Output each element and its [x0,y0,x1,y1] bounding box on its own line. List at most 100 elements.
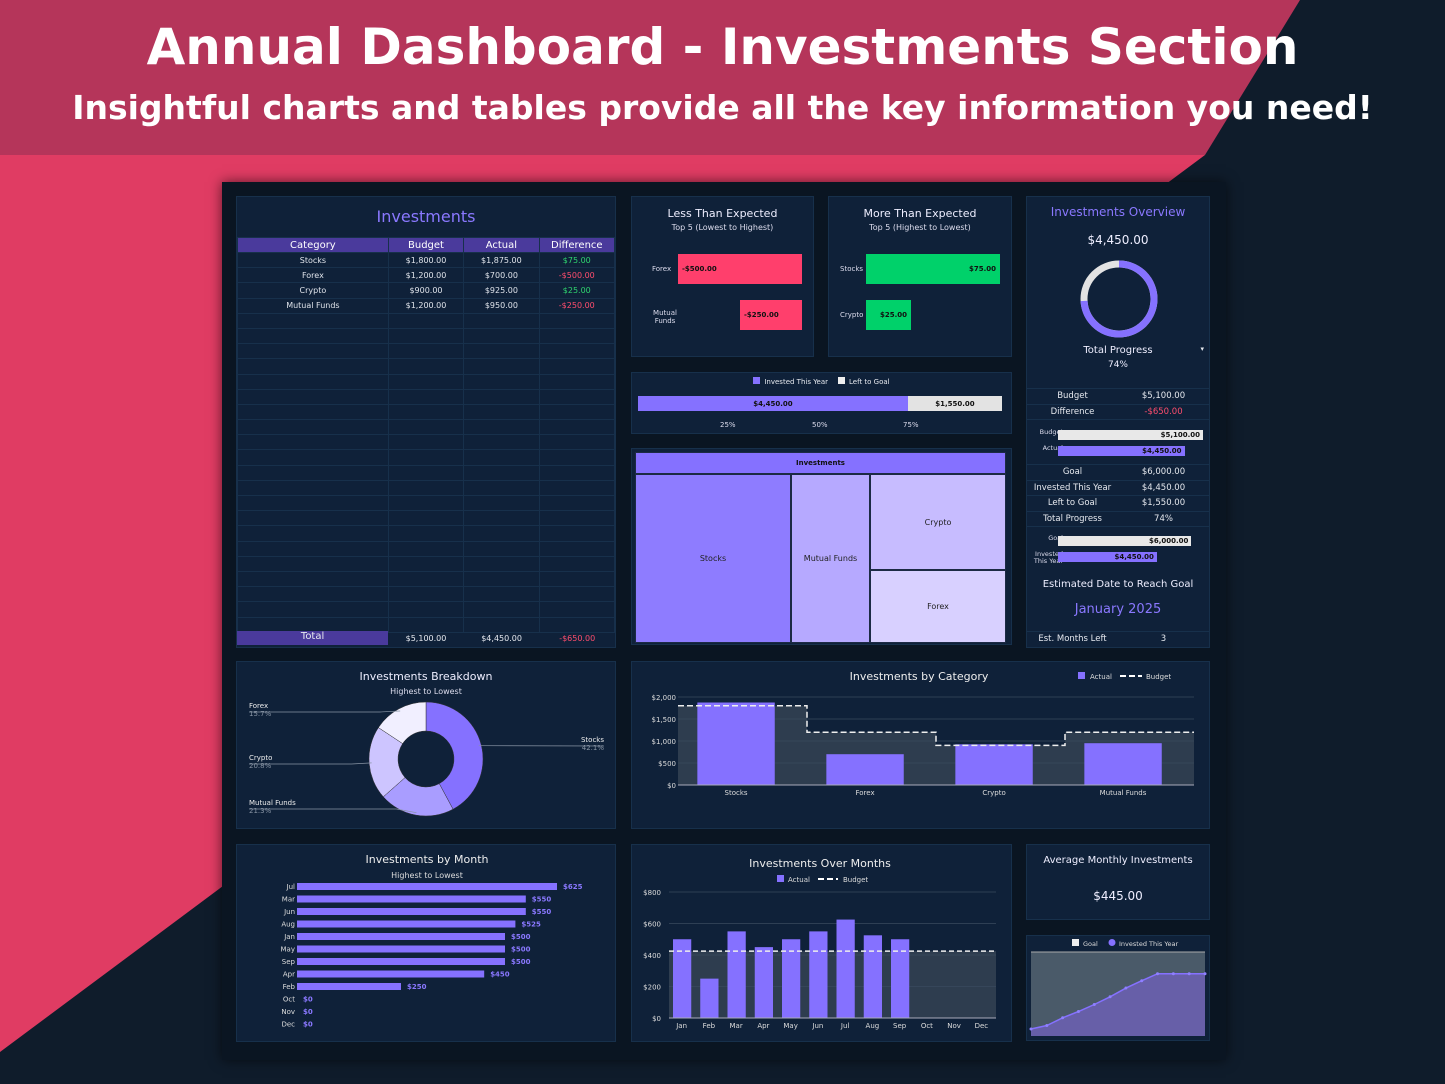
month-value-label: $525 [521,921,541,929]
empty-cell [237,388,389,405]
banner-title: Annual Dashboard - Investments Section [146,18,1299,76]
x-tick-label: Dec [975,1022,989,1030]
bar-mutual-funds [1084,743,1162,785]
empty-cell [538,464,616,481]
empty-row [237,616,616,633]
avg-monthly-panel: Average Monthly Investments $445.00 [1026,844,1210,920]
treemap-mutual-funds[interactable]: Mutual Funds [791,474,870,643]
empty-cell [463,601,540,618]
table-row: Stocks $1,800.00 $1,875.00 $75.00 [237,251,616,269]
month-bar [673,939,692,1018]
empty-cell [237,327,389,345]
by-month-panel: Investments by Month Highest to Lowest Jul… [236,844,616,1042]
less-bar-0: -$500.00 [678,254,802,284]
empty-cell [237,586,389,603]
col-actual: Actual [463,237,540,253]
less-label-1: Mutual Funds [653,309,677,325]
overview-title: Investments Overview [1050,205,1186,219]
table-row: Forex $1,200.00 $700.00 -$500.00 [237,267,616,284]
y-tick-label: $400 [643,952,661,960]
overview-panel: Investments Overview $4,450.00 Total Pro… [1026,196,1210,648]
overview-row-label: Budget [1057,391,1088,402]
empty-cell [237,616,389,633]
empty-cell [538,616,616,633]
empty-cell [387,616,465,633]
empty-cell [463,358,540,375]
empty-row [237,570,616,588]
less-title: Less Than Expected [667,207,778,220]
empty-row [237,419,616,436]
empty-cell [538,601,616,618]
col-budget: Budget [387,237,465,253]
empty-row [237,601,616,618]
empty-cell [463,540,540,557]
pie-slice-forex [378,701,427,744]
month-bar [727,931,746,1018]
cell-difference: -$500.00 [538,267,616,284]
empty-row [237,388,616,405]
month-value-label: $0 [303,996,313,1004]
pie-percent: 21.3% [249,807,272,815]
month-label: Jul [286,883,296,891]
empty-cell [237,525,389,542]
overview-bar-label: Actual [1042,444,1063,452]
cell-category: Crypto [237,282,389,299]
pie-percent: 42.1% [582,744,605,752]
overview-bar: $5,100.00 [1058,430,1203,440]
table-row: Crypto $900.00 $925.00 $25.00 [237,282,616,299]
empty-cell [237,434,389,451]
overview-row: Goal $6,000.00 [1027,465,1209,481]
dashboard: Investments Category Budget Actual Diffe… [222,182,1226,1060]
empty-cell [237,419,389,436]
pie-label: Forex [249,702,268,710]
legend-goal-swatch [1072,939,1079,946]
x-tick-label: Jun [811,1022,823,1030]
total-difference: -$650.00 [559,633,596,643]
table-total-row: Total $5,100.00 $4,450.00 -$650.00 [237,631,615,645]
month-value-label: $500 [511,933,531,941]
y-tick-label: $1,500 [652,716,677,724]
less-label-0: Forex [652,265,672,273]
empty-row [237,312,616,329]
month-value-label: $625 [563,883,583,891]
empty-cell [463,570,540,588]
by-category-chart: Investments by Category Actual Budget $0 $50… [652,670,1194,797]
empty-cell [387,327,465,345]
legend-goal: Goal [1083,940,1098,948]
total-budget: $5,100.00 [405,633,447,643]
treemap-header: Investments [635,452,1006,474]
cell-category: Forex [237,267,389,284]
overview-row-label: Left to Goal [1047,498,1098,509]
overview-row-value: $5,100.00 [1141,391,1186,402]
over-months-chart: Investments Over Months Actual Budget $0 $20… [643,857,996,1030]
tick-75: 75% [903,421,919,429]
legend-left: Left to Goal [838,377,890,386]
overview-bar-row: Actual $4,450.00 [1031,444,1205,460]
empty-cell [387,601,465,618]
empty-row [237,555,616,572]
cell-category: Stocks [237,251,389,269]
empty-cell [538,494,616,512]
by-category-panel: Investments by Category Actual Budget $0 $50… [631,661,1210,829]
treemap-stocks[interactable]: Stocks [635,474,791,643]
treemap-forex[interactable]: Forex [870,570,1006,643]
empty-cell [463,464,540,481]
month-bar [297,895,526,903]
breakdown-title: Investments Breakdown [359,670,493,683]
empty-cell [237,373,389,390]
cell-difference: $25.00 [538,282,616,299]
month-bar [700,978,719,1018]
month-bar [891,939,910,1018]
treemap-crypto[interactable]: Crypto [870,474,1006,570]
cell-difference: -$250.00 [538,297,616,314]
months-left-row: Est. Months Left 3 [1027,631,1209,647]
empty-cell [538,373,616,390]
empty-cell [237,555,389,572]
table-row: Mutual Funds $1,200.00 $950.00 -$250.00 [237,297,616,314]
empty-cell [463,586,540,603]
cell-category: Mutual Funds [237,297,389,314]
empty-cell [538,434,616,451]
dropdown-arrow-icon[interactable]: ▾ [1200,345,1204,353]
more-title: More Than Expected [863,207,977,220]
legend-actual: Actual [1090,673,1112,681]
